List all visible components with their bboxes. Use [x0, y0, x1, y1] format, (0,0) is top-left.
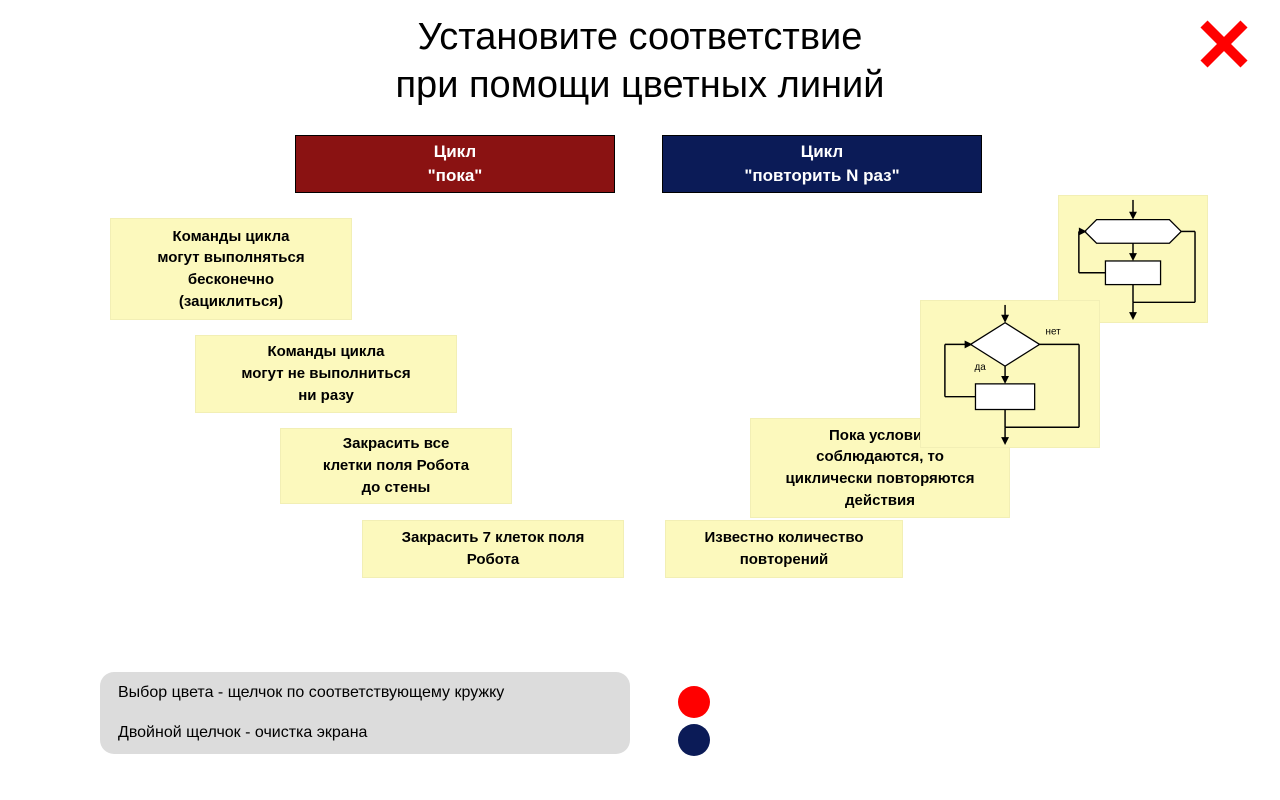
page-title: Установите соответствие при помощи цветн… — [0, 14, 1280, 109]
instruction-line1: Выбор цвета - щелчок по соответствующему… — [118, 684, 612, 702]
title-line1: Установите соответствие — [0, 14, 1280, 62]
card-known-count[interactable]: Известно количествоповторений — [665, 520, 903, 578]
header-repeat-n-loop[interactable]: Цикл"повторить N раз" — [662, 135, 982, 193]
card-never[interactable]: Команды цикламогут не выполнитьсяни разу — [195, 335, 457, 413]
color-picker-red[interactable] — [678, 686, 710, 718]
card-text: Закрасить всеклетки поля Роботадо стены — [323, 433, 469, 498]
instructions-panel: Выбор цвета - щелчок по соответствующему… — [100, 672, 630, 754]
card-fill-7[interactable]: Закрасить 7 клеток поляРобота — [362, 520, 624, 578]
flowchart-while[interactable]: да нет — [920, 300, 1100, 448]
instruction-line2: Двойной щелчок - очистка экрана — [118, 724, 612, 742]
card-fill-till-wall[interactable]: Закрасить всеклетки поля Роботадо стены — [280, 428, 512, 504]
card-text: Команды цикламогут выполнятьсябесконечно… — [157, 226, 304, 313]
header-while-loop[interactable]: Цикл"пока" — [295, 135, 615, 193]
card-text: Закрасить 7 клеток поляРобота — [402, 527, 585, 571]
title-line2: при помощи цветных линий — [0, 62, 1280, 110]
label-yes: да — [974, 362, 986, 373]
card-text: Известно количествоповторений — [704, 527, 863, 571]
close-icon[interactable] — [1198, 18, 1250, 70]
label-no: нет — [1046, 327, 1062, 338]
color-picker-navy[interactable] — [678, 724, 710, 756]
card-infinite[interactable]: Команды цикламогут выполнятьсябесконечно… — [110, 218, 352, 320]
header-label: Цикл"пока" — [428, 140, 483, 188]
header-label: Цикл"повторить N раз" — [744, 140, 899, 188]
card-text: Команды цикламогут не выполнитьсяни разу — [241, 341, 410, 406]
